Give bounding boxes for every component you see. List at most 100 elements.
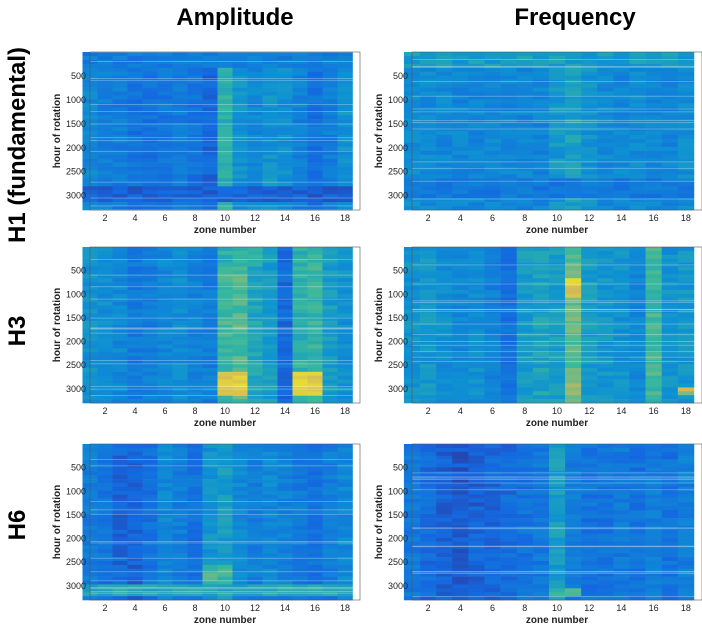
heatmap-cell	[420, 467, 437, 472]
heatmap-cell	[337, 367, 353, 373]
heatmap-cell	[629, 63, 646, 69]
heatmap-cell	[452, 395, 469, 400]
heatmap-cell	[277, 75, 293, 80]
heatmap-streak	[412, 596, 702, 598]
heatmap-cell	[661, 75, 679, 80]
heatmap-cell	[581, 459, 598, 464]
heatmap-cell	[548, 340, 566, 345]
heatmap-cell	[262, 391, 278, 396]
heatmap-cell	[436, 479, 453, 484]
heatmap-cell	[629, 529, 646, 534]
heatmap-cell	[677, 533, 695, 538]
heatmap-cell	[142, 387, 158, 392]
heatmap-cell	[337, 522, 353, 527]
heatmap-cell	[322, 391, 338, 396]
heatmap-cell	[337, 467, 353, 472]
heatmap-cell	[516, 371, 534, 376]
heatmap-cell	[337, 545, 353, 550]
heatmap-cell	[112, 131, 128, 136]
x-tick-label: 12	[584, 406, 594, 416]
heatmap-cell	[307, 371, 323, 376]
heatmap-cell	[468, 262, 485, 267]
heatmap-cell	[262, 313, 278, 318]
heatmap-cell	[172, 67, 188, 73]
heatmap-cell	[468, 596, 485, 601]
heatmap-cell	[532, 399, 550, 404]
heatmap-cell	[516, 178, 534, 183]
heatmap-cell	[112, 379, 128, 384]
heatmap-cell	[292, 174, 308, 179]
heatmap-cell	[232, 150, 248, 155]
heatmap-cell	[232, 55, 248, 61]
heatmap-cell	[232, 254, 248, 259]
heatmap-cell	[661, 131, 679, 136]
heatmap-cell	[484, 592, 501, 597]
heatmap-cell	[565, 387, 582, 392]
heatmap-cell	[112, 387, 128, 392]
heatmap-cell	[112, 107, 128, 112]
heatmap-cell	[262, 301, 278, 306]
heatmap-cell	[157, 588, 173, 593]
heatmap-cell	[307, 483, 323, 488]
heatmap-cell	[500, 383, 518, 388]
heatmap-cell	[187, 479, 203, 484]
heatmap-cell	[581, 564, 598, 570]
heatmap-cell	[565, 564, 582, 570]
heatmap-cell	[337, 170, 353, 175]
heatmap-cell	[532, 371, 550, 376]
heatmap-cell	[661, 561, 679, 566]
heatmap-cell	[436, 115, 453, 120]
heatmap-cell	[500, 375, 518, 380]
heatmap-cell	[532, 344, 550, 349]
heatmap-cell	[217, 274, 233, 279]
heatmap-cell	[157, 498, 173, 503]
heatmap-cell	[516, 467, 534, 472]
heatmap-cell	[565, 309, 582, 314]
heatmap-cell	[548, 494, 566, 499]
heatmap-cell	[420, 91, 437, 96]
heatmap-cell	[548, 107, 566, 112]
heatmap-cell	[581, 479, 598, 484]
heatmap-cell	[468, 379, 485, 384]
heatmap-cell	[597, 596, 614, 601]
heatmap-cell	[500, 352, 518, 357]
heatmap-cell	[142, 59, 158, 65]
heatmap-cell	[112, 588, 128, 593]
heatmap-cell	[484, 557, 501, 562]
heatmap-cell	[516, 395, 534, 400]
heatmap-cell	[645, 154, 663, 159]
heatmap-cell	[172, 55, 188, 61]
heatmap-cell	[157, 364, 173, 369]
heatmap-cell	[645, 371, 663, 376]
heatmap-cell	[677, 379, 695, 384]
heatmap-cell	[484, 107, 501, 112]
heatmap-cell	[597, 483, 614, 488]
heatmap-cell	[661, 115, 679, 120]
heatmap-cell	[581, 250, 598, 256]
heatmap-cell	[532, 383, 550, 388]
heatmap-cell	[112, 186, 128, 191]
heatmap-cell	[677, 166, 695, 171]
heatmap-cell	[322, 87, 338, 92]
heatmap-cell	[322, 190, 338, 195]
heatmap-cell	[187, 254, 203, 259]
heatmap-cell	[127, 580, 143, 585]
heatmap-cell	[484, 115, 501, 120]
heatmap-cell	[661, 198, 679, 203]
heatmap-cell	[142, 266, 158, 271]
heatmap-cell	[187, 340, 203, 345]
heatmap-cell	[322, 483, 338, 488]
heatmap-cell	[597, 247, 614, 252]
heatmap-cell	[452, 387, 469, 392]
heatmap-cell	[516, 561, 534, 566]
heatmap-cell	[202, 79, 218, 84]
heatmap-cell	[247, 142, 263, 148]
heatmap-cell	[217, 391, 233, 396]
heatmap-cell	[292, 490, 308, 495]
heatmap-cell	[597, 522, 614, 527]
heatmap-cell	[172, 537, 188, 542]
heatmap-cell	[629, 309, 646, 314]
heatmap-cell	[436, 282, 453, 287]
heatmap-cell	[262, 557, 278, 562]
heatmap-cell	[500, 202, 518, 207]
